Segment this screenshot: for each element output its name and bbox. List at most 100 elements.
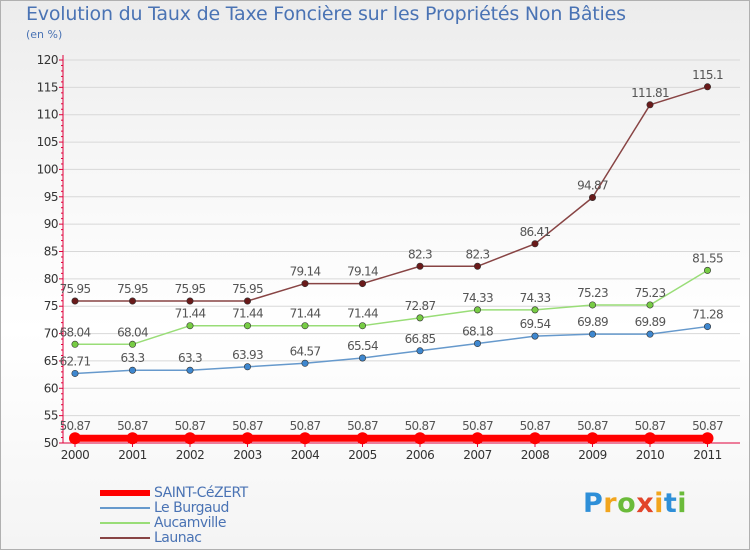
data-label: 50.87 [290,419,321,433]
data-label: 79.14 [290,265,321,279]
data-label: 115.1 [692,68,723,82]
y-axis-unit-label: (en %) [26,28,63,41]
data-label: 50.87 [60,419,91,433]
data-label: 63.3 [121,351,145,365]
data-point [184,432,196,445]
data-label: 75.95 [60,282,91,296]
data-point [703,266,711,274]
x-tick-label: 2009 [578,448,607,462]
data-point [301,322,309,330]
data-point [358,280,366,288]
legend-label: Aucamville [154,515,226,531]
y-tick-label: 80 [44,272,58,286]
data-label: 68.04 [117,325,148,339]
y-tick-label: 65 [44,354,58,368]
data-label: 66.85 [405,332,436,346]
data-point [186,297,194,305]
series-line-1 [74,325,708,375]
data-label: 69.54 [520,317,551,331]
y-tick-label: 50 [44,436,58,450]
series-line-2 [75,269,708,346]
data-point [531,306,539,314]
data-point [531,240,539,248]
legend-label: SAINT-CéZERT [154,485,248,501]
data-label: 64.57 [290,344,321,358]
data-point [473,306,481,314]
data-point [129,340,137,348]
data-label: 82.3 [466,247,490,261]
data-label: 50.87 [462,419,493,433]
data-label: 74.33 [462,291,493,305]
chart-title: Evolution du Taux de Taxe Foncière sur l… [26,3,626,25]
x-tick-label: 2004 [291,448,320,462]
data-label: 50.87 [175,419,206,433]
data-point [244,322,252,330]
y-tick-label: 110 [37,108,58,122]
data-point [703,323,711,331]
data-point [129,366,137,374]
data-label: 50.87 [405,419,436,433]
data-label: 50.87 [520,419,551,433]
data-label: 69.89 [577,315,608,329]
data-label: 50.87 [692,419,723,433]
data-label: 68.04 [60,325,91,339]
data-label: 69.89 [635,315,666,329]
data-label: 79.14 [347,265,378,279]
data-label: 75.95 [232,282,263,296]
data-label: 75.23 [577,286,608,300]
data-point [126,432,139,445]
y-tick-label: 120 [37,53,58,67]
data-point [301,280,309,288]
y-tick-label: 95 [44,190,58,204]
data-point [701,432,714,445]
data-point [416,314,424,322]
y-tick-label: 70 [44,327,58,341]
data-point [186,322,194,330]
data-label: 94.87 [577,178,608,192]
x-tick-label: 2000 [61,448,90,462]
data-label: 71.44 [290,307,321,321]
y-tick-label: 85 [44,245,58,259]
x-tick-label: 2005 [348,448,377,462]
data-label: 81.55 [692,251,723,265]
data-label: 50.87 [117,419,148,433]
data-point [356,432,369,445]
y-tick-label: 75 [44,299,58,313]
data-point [531,332,539,340]
data-point [244,363,252,371]
legend-item: Launac [100,530,360,546]
x-tick-label: 2003 [233,448,262,462]
data-label: 62.71 [60,354,91,368]
data-point [71,369,79,377]
data-point [588,301,596,309]
data-point [416,262,424,270]
data-label: 63.93 [232,348,263,362]
proxiti-logo: Proxiti [583,488,688,519]
legend-swatch [100,522,150,524]
legend-swatch [100,490,150,496]
y-tick-label: 100 [37,162,58,176]
legend-item: Aucamville [100,515,360,531]
data-label: 71.44 [232,307,263,321]
y-tick-label: 55 [44,409,58,423]
y-tick-label: 60 [44,381,58,395]
x-tick-label: 2011 [693,448,722,462]
data-point [244,297,252,305]
data-point [646,301,654,309]
data-point [71,340,79,348]
data-label: 75.23 [635,286,666,300]
data-point [414,432,426,445]
data-label: 82.3 [408,247,432,261]
y-tick-label: 105 [37,135,58,149]
legend-label: Le Burgaud [154,500,229,516]
x-tick-label: 2002 [176,448,205,462]
data-point [71,297,79,305]
data-point [644,432,656,445]
data-label: 71.28 [692,308,723,322]
data-point [358,322,366,330]
data-point [358,354,366,362]
data-point [588,193,596,201]
legend-label: Launac [154,530,202,546]
